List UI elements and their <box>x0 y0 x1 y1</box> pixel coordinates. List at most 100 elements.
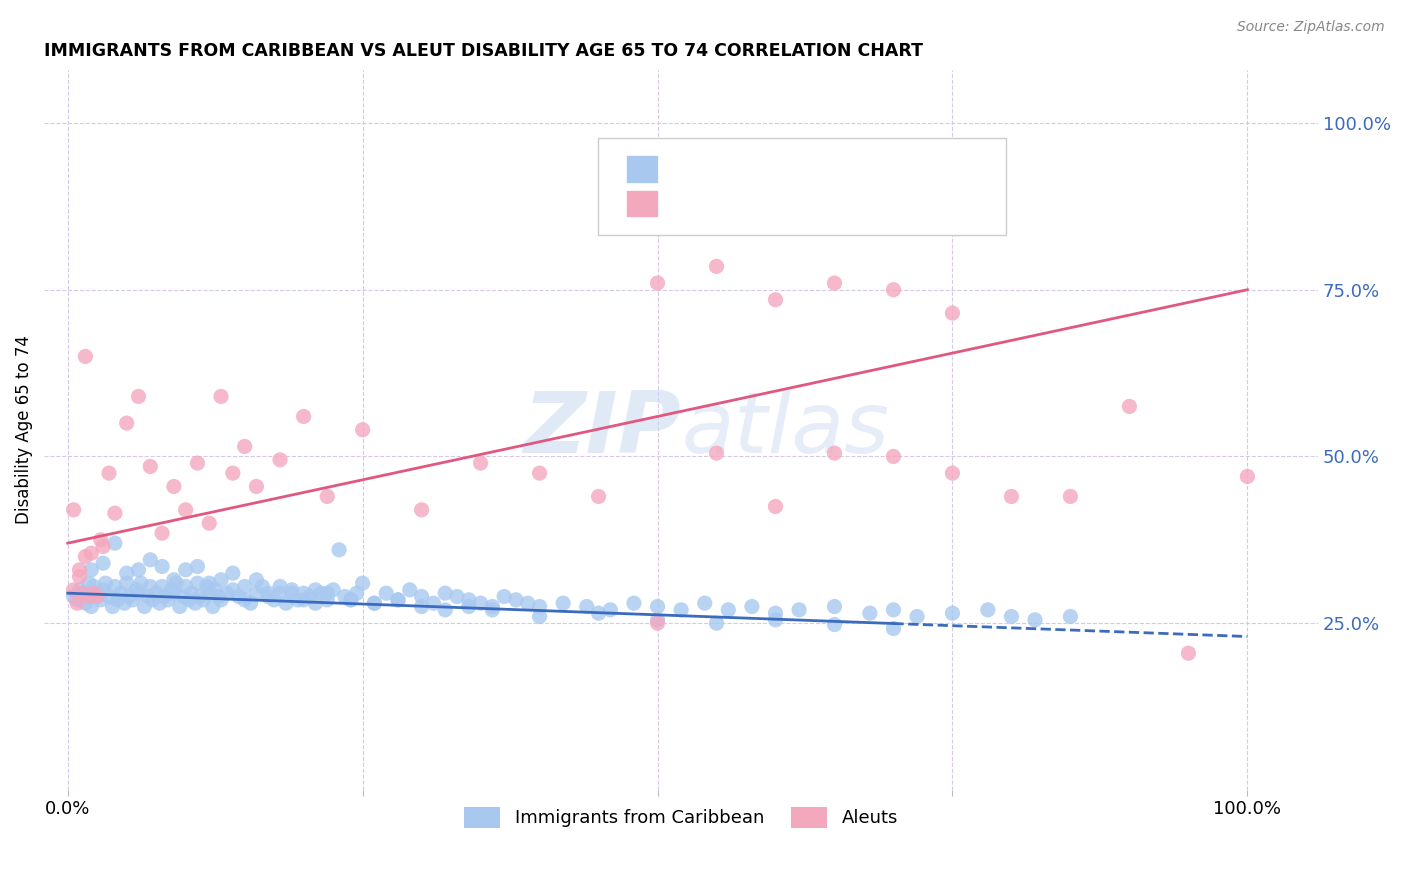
Point <box>179 592 201 607</box>
Point <box>304 582 326 597</box>
Point <box>647 613 669 627</box>
Point <box>105 592 128 607</box>
Point <box>693 596 716 610</box>
Point <box>706 616 728 631</box>
Point <box>195 580 218 594</box>
Point <box>222 466 245 480</box>
Point <box>83 586 105 600</box>
Point <box>86 590 108 604</box>
Point <box>529 599 551 614</box>
Point <box>352 576 374 591</box>
Point <box>824 599 846 614</box>
Point <box>115 576 138 591</box>
Point <box>529 466 551 480</box>
Point <box>333 590 356 604</box>
Text: R =  0.423   N =  53: R = 0.423 N = 53 <box>672 194 855 212</box>
Point <box>316 592 339 607</box>
Point <box>75 596 97 610</box>
Point <box>150 526 173 541</box>
Point <box>252 580 274 594</box>
Bar <box>626 155 658 183</box>
Point <box>398 582 420 597</box>
Point <box>91 556 114 570</box>
Point <box>346 586 368 600</box>
Point <box>1000 609 1022 624</box>
Point <box>222 566 245 581</box>
Point <box>150 559 173 574</box>
Point <box>174 563 197 577</box>
Point <box>269 586 291 600</box>
Point <box>516 596 538 610</box>
Point <box>90 592 112 607</box>
Point <box>1118 400 1140 414</box>
Point <box>422 596 444 610</box>
Point <box>184 596 207 610</box>
Point <box>198 576 221 591</box>
Point <box>765 606 787 620</box>
Point <box>292 586 315 600</box>
Point <box>434 603 457 617</box>
Point <box>287 592 309 607</box>
Point <box>180 586 202 600</box>
Point <box>62 582 84 597</box>
Point <box>494 590 516 604</box>
Point <box>411 590 433 604</box>
Text: atlas: atlas <box>681 388 889 471</box>
Point <box>80 563 103 577</box>
Point <box>66 596 89 610</box>
Point <box>298 590 321 604</box>
Point <box>127 586 149 600</box>
Point <box>112 596 135 610</box>
Point <box>1024 613 1046 627</box>
Point <box>859 606 882 620</box>
Point <box>434 586 457 600</box>
Point <box>139 580 162 594</box>
Point <box>292 409 315 424</box>
Point <box>311 586 333 600</box>
Point <box>69 582 91 597</box>
Point <box>717 603 740 617</box>
Point <box>741 599 763 614</box>
Point <box>1236 469 1258 483</box>
Point <box>274 596 297 610</box>
Point <box>1059 490 1081 504</box>
Point <box>209 389 232 403</box>
Point <box>101 599 124 614</box>
Point <box>125 582 148 597</box>
Point <box>340 592 363 607</box>
Point <box>269 580 291 594</box>
Point <box>281 586 304 600</box>
Point <box>457 599 479 614</box>
Point <box>222 582 245 597</box>
Point <box>139 553 162 567</box>
Point <box>647 599 669 614</box>
Point <box>80 599 103 614</box>
Point <box>446 590 468 604</box>
Point <box>163 586 186 600</box>
Point <box>257 586 280 600</box>
Point <box>1000 490 1022 504</box>
Point <box>599 603 621 617</box>
Point <box>150 580 173 594</box>
Point <box>160 582 183 597</box>
Point <box>470 596 492 610</box>
Point <box>62 503 84 517</box>
Point <box>363 596 385 610</box>
Point <box>647 616 669 631</box>
Point <box>77 590 100 604</box>
Point <box>215 586 238 600</box>
Point <box>882 622 904 636</box>
Point <box>257 590 280 604</box>
Point <box>94 576 117 591</box>
Point <box>245 573 267 587</box>
Point <box>387 592 409 607</box>
Point <box>69 563 91 577</box>
Point <box>169 599 191 614</box>
Point <box>941 606 963 620</box>
Text: IMMIGRANTS FROM CARIBBEAN VS ALEUT DISABILITY AGE 65 TO 74 CORRELATION CHART: IMMIGRANTS FROM CARIBBEAN VS ALEUT DISAB… <box>44 42 924 60</box>
Point <box>941 306 963 320</box>
Point <box>245 479 267 493</box>
Point <box>115 416 138 430</box>
Point <box>121 592 143 607</box>
Point <box>86 586 108 600</box>
